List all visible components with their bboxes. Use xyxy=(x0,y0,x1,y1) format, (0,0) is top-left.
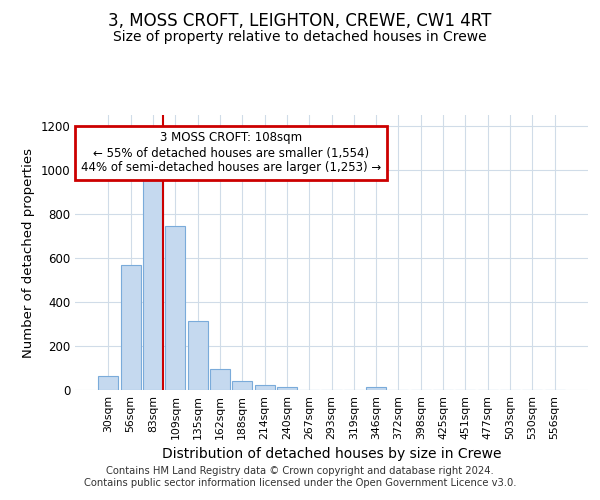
Y-axis label: Number of detached properties: Number of detached properties xyxy=(22,148,35,358)
Bar xyxy=(98,376,118,390)
Bar xyxy=(143,169,163,390)
Bar xyxy=(121,264,141,390)
Text: Contains HM Land Registry data © Crown copyright and database right 2024.
Contai: Contains HM Land Registry data © Crown c… xyxy=(84,466,516,487)
Text: 3 MOSS CROFT: 108sqm
← 55% of detached houses are smaller (1,554)
44% of semi-de: 3 MOSS CROFT: 108sqm ← 55% of detached h… xyxy=(81,132,381,174)
Text: Size of property relative to detached houses in Crewe: Size of property relative to detached ho… xyxy=(113,30,487,44)
Text: 3, MOSS CROFT, LEIGHTON, CREWE, CW1 4RT: 3, MOSS CROFT, LEIGHTON, CREWE, CW1 4RT xyxy=(109,12,491,30)
Bar xyxy=(165,226,185,390)
X-axis label: Distribution of detached houses by size in Crewe: Distribution of detached houses by size … xyxy=(162,447,501,461)
Bar xyxy=(254,385,275,390)
Bar xyxy=(210,369,230,390)
Bar xyxy=(277,387,297,390)
Bar xyxy=(366,387,386,390)
Bar xyxy=(232,381,252,390)
Bar xyxy=(188,320,208,390)
